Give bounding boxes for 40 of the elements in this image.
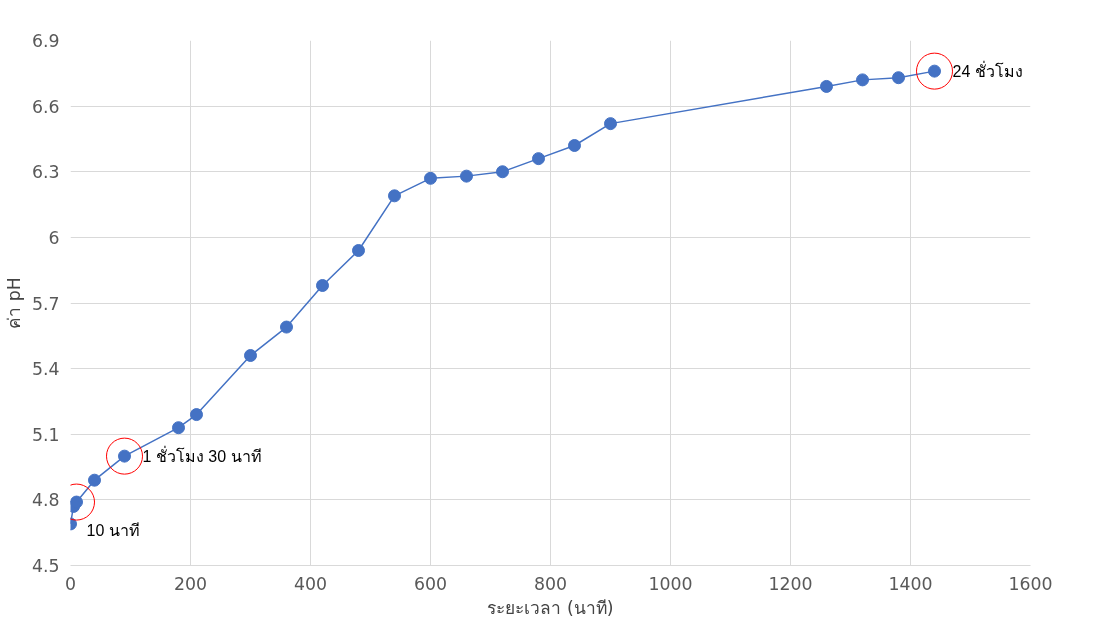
y-axis-title: ค่า pH [3, 277, 24, 329]
x-tick-label: 400 [293, 573, 328, 594]
point [280, 320, 293, 334]
x-tick-label: 1600 [1008, 573, 1053, 594]
point [424, 171, 437, 185]
y-tick-label: 6.9 [31, 31, 60, 51]
x-tick-label: 1400 [888, 573, 933, 594]
y-tick-label: 6.3 [31, 162, 60, 183]
x-tick-label: 200 [173, 573, 208, 594]
annotation: 10 นาที [86, 522, 140, 540]
y-tick-label: 5.4 [31, 359, 60, 380]
x-tick-label: 1000 [648, 573, 693, 594]
point [460, 169, 473, 183]
x-tick-label: 600 [413, 573, 448, 594]
annotation: 24 ชั่วโมง [952, 59, 1023, 80]
y-tick-label: 4.5 [31, 556, 60, 576]
point [244, 349, 257, 362]
point [604, 117, 617, 131]
point [388, 189, 401, 203]
annotation: 1 ชั่วโมง 30 นาที [142, 444, 262, 465]
point [568, 139, 581, 152]
point [532, 152, 545, 166]
x-tick-label: 1200 [768, 573, 813, 594]
point [892, 71, 905, 85]
point [172, 421, 185, 435]
y-tick-label: 5.1 [31, 424, 60, 445]
point [190, 408, 203, 422]
point [352, 244, 365, 257]
y-tick-label: 6 [48, 227, 60, 248]
point [856, 73, 869, 87]
y-tick-label: 5.7 [31, 293, 60, 314]
x-tick-label: 800 [533, 573, 568, 594]
point [316, 279, 329, 292]
y-tick-label: 6.6 [31, 96, 60, 117]
x-tick-label: 0 [64, 573, 77, 594]
x-axis-title: ระยะเวลา (นาที) [487, 597, 614, 618]
point [820, 79, 833, 93]
point [88, 473, 101, 487]
point [496, 165, 509, 179]
y-tick-label: 4.8 [31, 490, 60, 511]
